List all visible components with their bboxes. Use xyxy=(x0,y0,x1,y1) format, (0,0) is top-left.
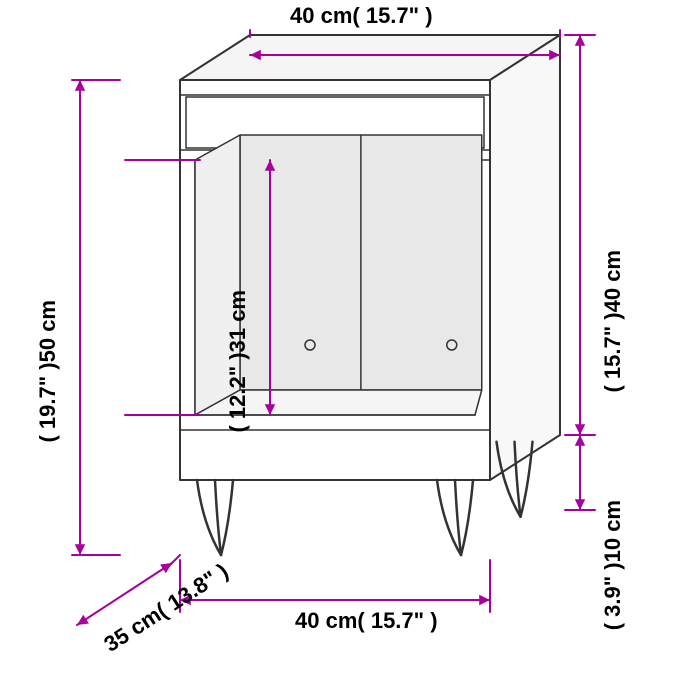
dim-cm: 50 cm xyxy=(35,300,60,362)
dim-label-body_right: ( 15.7" )40 cm xyxy=(600,250,626,393)
dim-cm: 40 cm xyxy=(290,3,352,28)
dim-in: ( 15.7" ) xyxy=(357,608,437,633)
dim-label-leg_right: ( 3.9" )10 cm xyxy=(600,500,626,630)
dim-in: ( 3.9" ) xyxy=(600,562,625,630)
dim-in: ( 12.2" ) xyxy=(225,352,250,432)
dim-cm: 31 cm xyxy=(225,290,250,352)
technical-drawing xyxy=(0,0,700,700)
diagram-container: ( 19.7" )50 cm( 12.2" )31 cm40 cm( 15.7"… xyxy=(0,0,700,700)
dim-in: ( 15.7" ) xyxy=(600,312,625,392)
dim-cm: 40 cm xyxy=(295,608,357,633)
dim-in: ( 15.7" ) xyxy=(352,3,432,28)
dim-label-height_left: ( 19.7" )50 cm xyxy=(35,300,61,443)
dim-cm: 40 cm xyxy=(600,250,625,312)
dim-label-width_top: 40 cm( 15.7" ) xyxy=(290,3,433,29)
dim-cm: 10 cm xyxy=(600,500,625,562)
dim-label-width_bottom: 40 cm( 15.7" ) xyxy=(295,608,438,634)
dim-in: ( 19.7" ) xyxy=(35,362,60,442)
dim-label-inner_height: ( 12.2" )31 cm xyxy=(225,290,251,433)
